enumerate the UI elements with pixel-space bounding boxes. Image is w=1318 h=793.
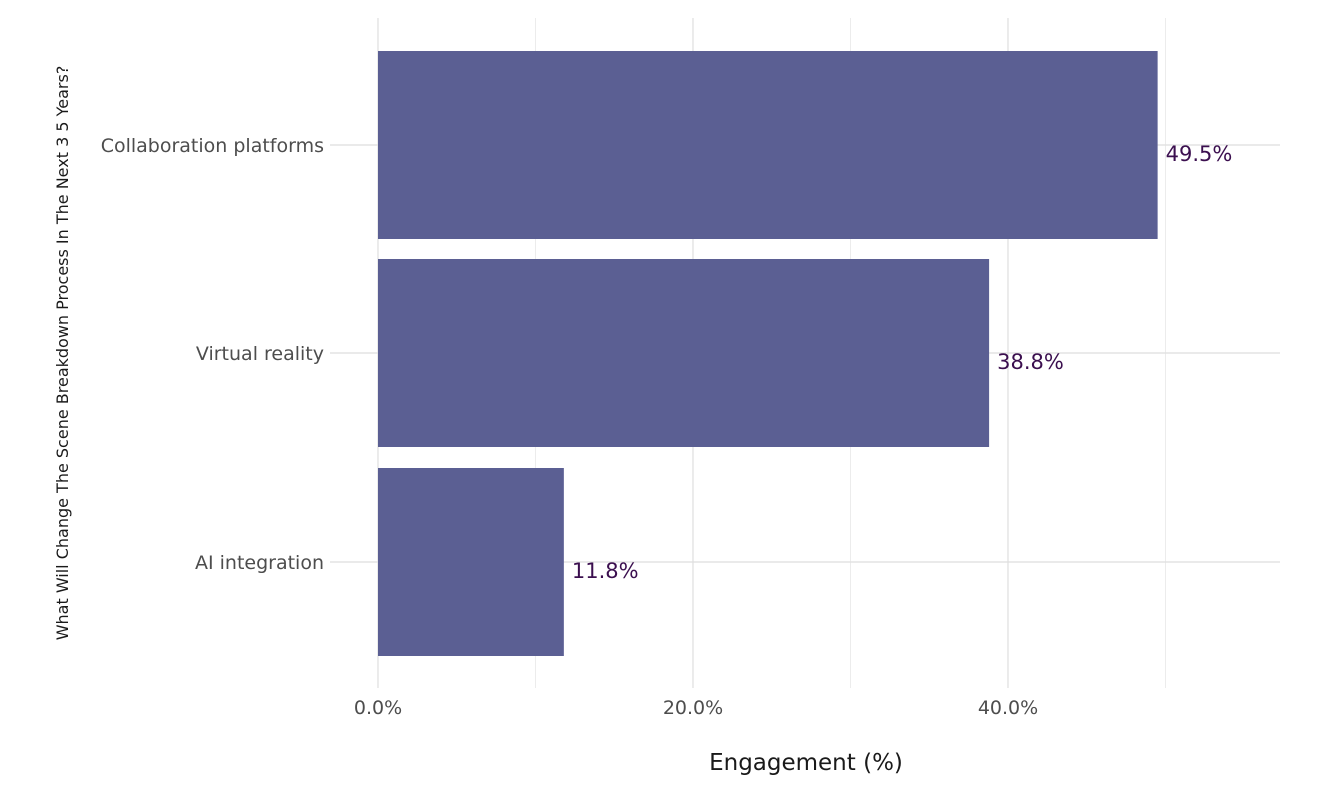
x-tick-label: 40.0%	[978, 697, 1038, 719]
y-axis-title: What Will Change The Scene Breakdown Pro…	[53, 66, 72, 641]
x-tick-label: 20.0%	[663, 697, 723, 719]
bar	[378, 51, 1158, 239]
bar	[378, 259, 990, 447]
y-tick-label: Virtual reality	[196, 343, 324, 365]
data-label: 38.8%	[997, 350, 1064, 374]
x-axis-ticks: 0.0% 20.0% 40.0%	[354, 697, 1038, 719]
data-labels: 49.5% 38.8% 11.8%	[572, 142, 1232, 583]
data-label: 11.8%	[572, 559, 639, 583]
bars	[378, 51, 1158, 656]
y-tick-label: Collaboration platforms	[101, 135, 324, 157]
data-label: 49.5%	[1166, 142, 1233, 166]
x-axis-title: Engagement (%)	[709, 750, 903, 776]
x-tick-label: 0.0%	[354, 697, 402, 719]
y-tick-label: AI integration	[195, 552, 324, 574]
bar	[378, 468, 564, 656]
y-axis-ticks: Collaboration platforms Virtual reality AI…	[101, 135, 324, 574]
